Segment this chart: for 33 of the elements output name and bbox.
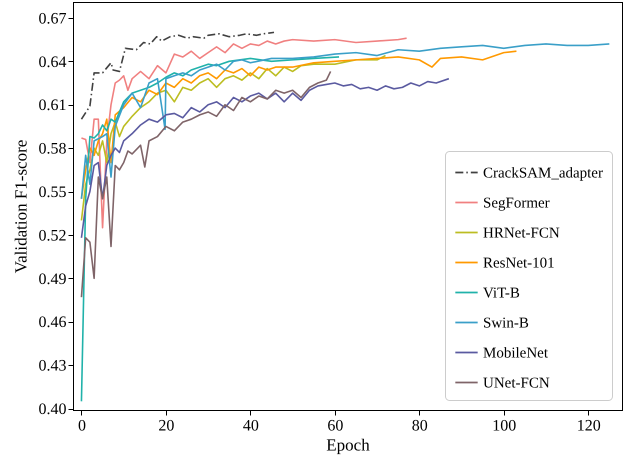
y-tick-label: 0.46 bbox=[38, 314, 66, 332]
legend-label: Swin-B bbox=[483, 316, 529, 332]
x-tick-label: 100 bbox=[492, 418, 516, 434]
y-tick-label: 0.61 bbox=[38, 97, 66, 114]
x-tick-label: 80 bbox=[412, 418, 428, 434]
y-tick-label: 0.64 bbox=[38, 54, 66, 71]
legend-label: ResNet-101 bbox=[483, 256, 555, 272]
line-series bbox=[80, 54, 386, 222]
y-tick-label: 0.52 bbox=[38, 227, 66, 244]
x-tick-label: 60 bbox=[327, 418, 344, 434]
line-series bbox=[80, 70, 332, 298]
y-axis-title: Validation F1-score bbox=[12, 140, 30, 274]
x-tick-label: 20 bbox=[158, 418, 174, 434]
line-series bbox=[80, 78, 450, 239]
legend-label: ViT-B bbox=[483, 286, 520, 302]
y-tick-label: 0.40 bbox=[38, 401, 66, 418]
y-tick-label: 0.43 bbox=[38, 358, 66, 375]
line-series bbox=[80, 56, 340, 402]
y-tick-label: 0.55 bbox=[38, 184, 66, 202]
legend-label: HRNet-FCN bbox=[483, 226, 560, 242]
x-axis-title: Epoch bbox=[326, 436, 370, 454]
legend-label: SegFormer bbox=[483, 196, 550, 212]
x-tick-label: 0 bbox=[78, 418, 86, 434]
x-tick-label: 40 bbox=[242, 418, 259, 434]
legend-label: UNet-FCN bbox=[483, 376, 550, 392]
legend-label: CrackSAM_adapter bbox=[483, 166, 603, 182]
y-tick-label: 0.58 bbox=[38, 140, 66, 158]
y-tick-label: 0.67 bbox=[38, 10, 66, 28]
x-tick-label: 120 bbox=[576, 418, 601, 434]
line-series bbox=[80, 32, 275, 120]
line-series bbox=[80, 37, 408, 228]
legend-label: MobileNet bbox=[483, 346, 549, 362]
y-tick-label: 0.49 bbox=[38, 270, 66, 288]
